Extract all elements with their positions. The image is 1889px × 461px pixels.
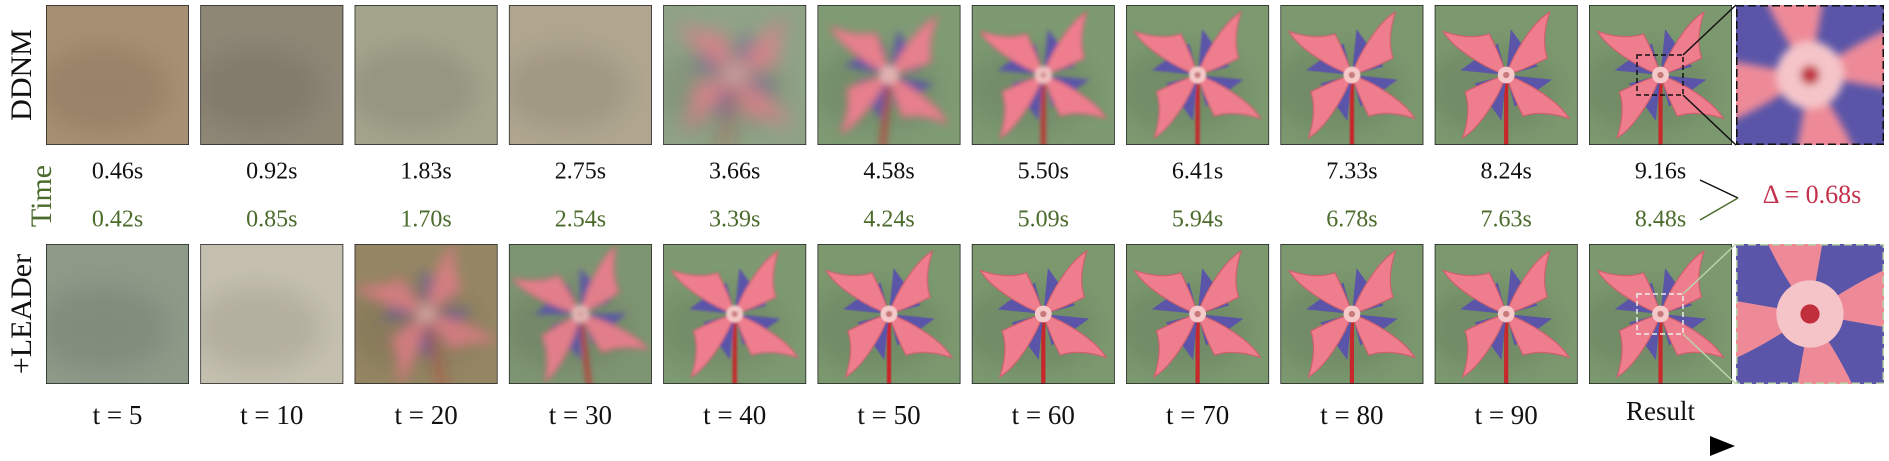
time-label: 5.50s [1018, 159, 1069, 185]
image-panel [508, 5, 652, 145]
step-label: t = 90 [1475, 400, 1538, 430]
step-label: t = 30 [549, 400, 612, 430]
image-panel [1589, 244, 1732, 384]
time-label: 1.83s [400, 159, 451, 185]
image-panel [971, 5, 1115, 145]
image-panel [1280, 244, 1424, 384]
image-panel [1589, 5, 1732, 145]
image-panel [663, 5, 807, 145]
image-panel [46, 5, 189, 145]
image-panel [663, 244, 807, 384]
time-label: 2.54s [555, 207, 606, 233]
row-label: Time [25, 165, 58, 227]
time-label: 2.75s [555, 159, 606, 185]
step-label: t = 20 [394, 400, 457, 430]
row-label: +LEADer [5, 254, 38, 374]
time-label: 5.94s [1172, 207, 1223, 233]
time-label: 6.78s [1326, 207, 1377, 233]
bracket [1699, 197, 1739, 221]
step-label: t = 5 [93, 400, 143, 430]
time-label: 4.58s [863, 159, 914, 185]
image-panel [1126, 5, 1270, 145]
step-label: t = 50 [857, 400, 920, 430]
image-panel [200, 244, 344, 384]
image-panel [817, 5, 961, 145]
image-panel [971, 244, 1115, 384]
time-label: 7.33s [1326, 159, 1377, 185]
step-label: Result [1626, 396, 1696, 426]
zoom-connector [1682, 4, 1737, 56]
image-panel [200, 5, 344, 145]
image-panel [1434, 5, 1578, 145]
time-label: 3.39s [709, 207, 760, 233]
time-label: 8.24s [1481, 159, 1532, 185]
bracket [1699, 179, 1739, 199]
zoom-panel [1736, 5, 1884, 145]
arrow-head [1710, 436, 1735, 456]
time-label: 9.16s [1635, 159, 1686, 185]
image-panel [354, 244, 498, 384]
image-panel [817, 244, 961, 384]
image-panel [508, 244, 652, 384]
zoom-connector [1682, 243, 1737, 295]
time-label: 0.46s [92, 159, 143, 185]
image-panel [1434, 244, 1578, 384]
image-panel [1280, 5, 1424, 145]
step-label: t = 70 [1166, 400, 1229, 430]
time-label: 0.42s [92, 207, 143, 233]
time-label: 4.24s [863, 207, 914, 233]
step-label: t = 40 [703, 400, 766, 430]
time-label: 0.85s [246, 207, 297, 233]
zoom-region [1636, 293, 1684, 335]
image-panel [1126, 244, 1270, 384]
row-label: DDNM [5, 29, 38, 121]
delta-label: Δ = 0.68s [1763, 180, 1862, 209]
image-panel [46, 244, 189, 384]
zoom-panel [1736, 244, 1884, 384]
time-label: 3.66s [709, 159, 760, 185]
time-label: 1.70s [400, 207, 451, 233]
step-label: t = 60 [1012, 400, 1075, 430]
zoom-connector [1682, 94, 1737, 146]
time-label: 0.92s [246, 159, 297, 185]
time-label: 6.41s [1172, 159, 1223, 185]
time-label: 8.48s [1635, 207, 1686, 233]
step-label: t = 10 [240, 400, 303, 430]
zoom-connector [1682, 333, 1737, 385]
time-label: 7.63s [1481, 207, 1532, 233]
time-label: 5.09s [1018, 207, 1069, 233]
zoom-region [1636, 54, 1684, 96]
image-panel [354, 5, 498, 145]
step-label: t = 80 [1320, 400, 1383, 430]
